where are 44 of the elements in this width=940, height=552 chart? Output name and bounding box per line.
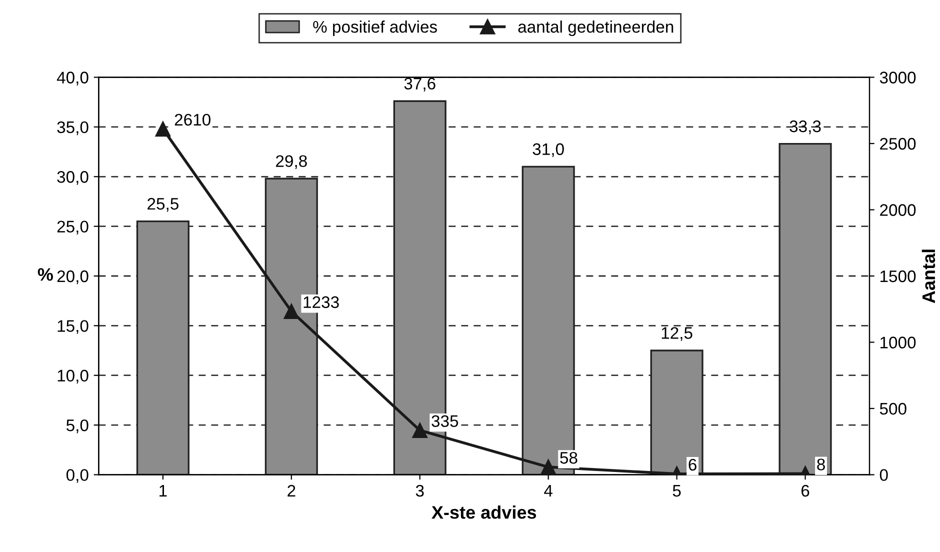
point <box>284 304 300 320</box>
y-tick-label: 15,0 <box>58 320 88 334</box>
data-label: 1233 <box>304 296 339 308</box>
y-axis-title: % <box>38 268 53 281</box>
y2-tick-label: 1000 <box>880 336 916 348</box>
data-label: 33,3 <box>790 120 821 134</box>
y2-tick-label: 2500 <box>880 138 916 150</box>
data-label: 8 <box>817 458 825 470</box>
x-tick-label: 4 <box>544 485 552 497</box>
point <box>155 121 171 137</box>
data-label: 29,8 <box>276 155 307 169</box>
legend-label: % positief advies <box>313 20 437 36</box>
x-tick-label: 6 <box>801 484 810 497</box>
y-tick-label: 10,0 <box>58 370 88 384</box>
y-tick-label: 0,0 <box>66 469 88 483</box>
x-tick-label: 2 <box>288 484 296 497</box>
y2-tick-label: 1500 <box>880 270 916 282</box>
y-tick-label: 20,0 <box>57 270 88 284</box>
y-tick-label: 5,0 <box>66 419 88 434</box>
y-tick-label: 30,0 <box>57 171 88 185</box>
point <box>540 459 556 475</box>
data-label: 6 <box>688 458 696 471</box>
point <box>412 422 428 438</box>
data-label: 12,5 <box>662 327 692 341</box>
x-tick-label: 1 <box>160 485 167 497</box>
data-label: 2610 <box>174 114 210 126</box>
y2-tick-label: 2000 <box>880 204 916 216</box>
y2-tick-label: 3000 <box>880 72 916 84</box>
y2-axis-title: Aantal <box>922 250 936 304</box>
data-label: 37,6 <box>404 78 436 92</box>
y-tick-label: 35,0 <box>57 121 88 136</box>
bar <box>136 220 190 475</box>
legend-label: aantal gedetineerden <box>518 20 674 36</box>
x-axis-title: X-ste advies <box>432 506 536 519</box>
y2-tick-label: 0 <box>880 469 888 481</box>
data-label: 335 <box>432 415 458 428</box>
data-label: 58 <box>560 452 578 464</box>
y2-tick-label: 500 <box>880 402 906 415</box>
y-tick-label: 25,0 <box>57 220 88 234</box>
x-tick-label: 3 <box>416 484 424 497</box>
data-label: 31,0 <box>532 143 564 158</box>
y-tick-label: 40,0 <box>56 72 88 86</box>
x-tick-label: 5 <box>672 485 681 497</box>
data-label: 25,5 <box>148 198 178 212</box>
